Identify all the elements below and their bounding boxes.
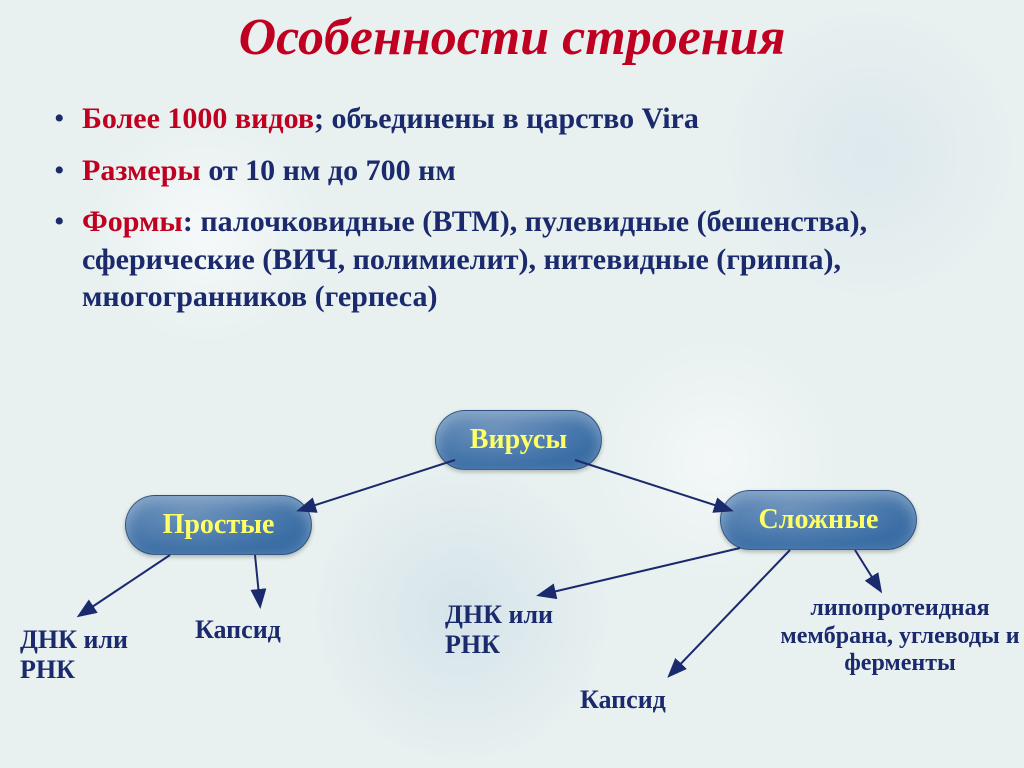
leaf-lipo-label: липопротеидная мембрана, углеводы и ферм… xyxy=(780,595,1019,676)
leaf-lipo: липопротеидная мембрана, углеводы и ферм… xyxy=(775,595,1024,678)
bullet-list: Более 1000 видов; объединены в царство V… xyxy=(48,100,978,330)
node-simple-label: Простые xyxy=(163,509,275,541)
leaf-dna-rnk-1-label: ДНК или РНК xyxy=(20,625,128,684)
bullet-3: Формы: палочковидные (ВТМ), пулевидные (… xyxy=(48,203,978,316)
node-complex-label: Сложные xyxy=(759,504,879,536)
node-viruses: Вирусы xyxy=(435,410,602,470)
bullet-3-lead: Формы xyxy=(82,205,183,238)
bullet-1-rest: ; объединены в царство Vira xyxy=(314,102,699,135)
bullet-3-rest: : палочковидные (ВТМ), пулевидные (бешен… xyxy=(82,205,867,313)
slide: Особенности строения Более 1000 видов; о… xyxy=(0,0,1024,768)
leaf-capsid-2-label: Капсид xyxy=(580,685,666,714)
node-simple: Простые xyxy=(125,495,312,555)
slide-title: Особенности строения xyxy=(0,8,1024,67)
title-text: Особенности строения xyxy=(239,9,786,66)
leaf-capsid-1-label: Капсид xyxy=(195,615,281,644)
leaf-dna-rnk-2: ДНК или РНК xyxy=(445,600,555,660)
leaf-dna-rnk-2-label: ДНК или РНК xyxy=(445,600,553,659)
bullet-2-lead: Размеры xyxy=(82,154,201,187)
node-viruses-label: Вирусы xyxy=(470,424,567,456)
leaf-capsid-2: Капсид xyxy=(580,685,720,715)
leaf-capsid-1: Капсид xyxy=(195,615,335,645)
bullet-1-lead: Более 1000 видов xyxy=(82,102,314,135)
leaf-dna-rnk-1: ДНК или РНК xyxy=(20,625,130,685)
bullet-1: Более 1000 видов; объединены в царство V… xyxy=(48,100,978,138)
node-complex: Сложные xyxy=(720,490,917,550)
bullet-2-rest: от 10 нм до 700 нм xyxy=(201,154,456,187)
bullet-2: Размеры от 10 нм до 700 нм xyxy=(48,152,978,190)
